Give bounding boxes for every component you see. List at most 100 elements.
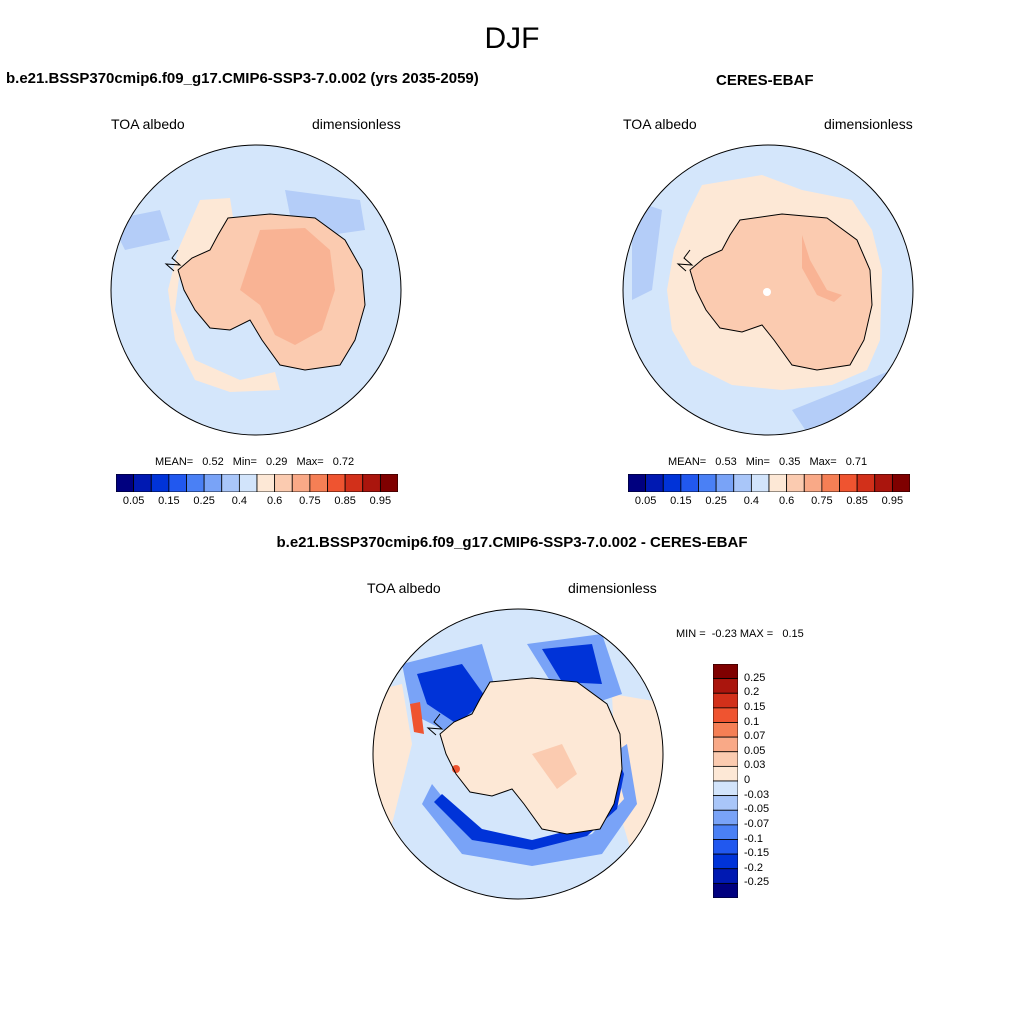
colorbar-swatch [713,692,738,709]
map-region [168,198,280,392]
colorbar-swatch [713,882,738,898]
panel2-polar-map [622,144,914,436]
colorbar-tick-label: 0.2 [744,686,760,699]
panel2-min-label: Min= [745,456,770,468]
colorbar-swatch [168,474,187,492]
colorbar-tick-label: -0.25 [744,876,770,889]
panel2-max-label: Max= [809,456,837,468]
colorbar-tick-label: 0.4 [231,495,248,507]
colorbar-tick-label: 0.25 [744,671,766,684]
colorbar-swatch [713,824,738,840]
colorbar-tick-label: 0.85 [846,495,868,507]
colorbar-tick-label: 0.85 [334,495,356,507]
panel3-colorbar [713,664,738,898]
colorbar-swatch [133,474,152,492]
panel1-units-label: dimensionless [312,116,401,132]
panel1-mean-value: 0.52 [202,456,224,468]
panel1-title: b.e21.BSSP370cmip6.f09_g17.CMIP6-SSP3-7.… [6,70,479,87]
figure-title: DJF [484,22,540,55]
panel1-variable-label: TOA albedo [111,116,185,132]
colorbar-tick-label: -0.2 [744,861,763,874]
colorbar-tick-label: -0.1 [744,832,763,845]
colorbar-swatch [662,474,682,492]
colorbar-swatch [274,474,293,492]
colorbar-tick-label: 0.15 [158,495,180,507]
panel2-mean-value: 0.53 [715,456,737,468]
colorbar-tick-label: 0.07 [744,730,766,743]
colorbar-swatch [786,474,805,492]
coastline [426,713,444,736]
colorbar-swatch [379,474,398,492]
colorbar-swatch [713,780,738,797]
colorbar-tick-label: 0.95 [881,495,904,507]
map-region [285,190,365,235]
colorbar-swatch [680,474,699,492]
coastline [164,249,182,272]
colorbar-swatch [698,474,717,492]
map-region [542,644,602,684]
panel2-min-value: 0.35 [778,456,801,468]
colorbar-swatch [186,474,205,492]
panel1-max-value: 0.72 [332,456,355,468]
colorbar-swatch [713,795,738,811]
colorbar-tick-label: 0.05 [744,744,766,757]
colorbar-tick-label: 0.75 [299,495,321,507]
panel1-colorbar [116,474,398,492]
colorbar-swatch [713,765,738,782]
colorbar-swatch [116,474,135,492]
map-region [690,214,872,370]
colorbar-swatch [327,474,346,492]
colorbar-swatch [713,868,738,884]
colorbar-tick-label: 0.05 [122,495,145,507]
panel1-stats: MEAN= 0.52 Min= 0.29 Max= 0.72 [155,456,354,468]
colorbar-swatch [733,474,752,492]
colorbar-swatch [713,809,738,826]
map-region [440,678,622,834]
colorbar-tick-label: 0.6 [778,495,795,507]
panel3-polar-map [372,608,664,900]
colorbar-tick-label: 0.75 [811,495,833,507]
panel2-stats: MEAN= 0.53 Min= 0.35 Max= 0.71 [668,456,867,468]
coastline [676,249,694,272]
map-region [417,664,487,724]
map-region [802,235,842,302]
colorbar-swatch [256,474,276,492]
colorbar-swatch [713,722,738,738]
colorbar-tick-label: 0.05 [634,495,657,507]
colorbar-swatch [768,474,788,492]
colorbar-tick-label: 0.4 [743,495,760,507]
panel3-units-label: dimensionless [568,580,657,596]
colorbar-swatch [221,474,240,492]
panel1-colorbar-ticks: 0.05 0.15 0.25 0.4 0.6 0.75 0.85 0.95 [116,495,398,511]
map-region [410,702,424,734]
colorbar-swatch [715,474,735,492]
colorbar-tick-label: -0.07 [744,817,770,830]
colorbar-swatch [713,751,738,767]
colorbar-tick-label: 0.1 [744,715,760,728]
colorbar-tick-label: 0.6 [266,495,283,507]
panel2-colorbar-ticks: 0.05 0.15 0.25 0.4 0.6 0.75 0.85 0.95 [628,495,910,511]
colorbar-tick-label: -0.03 [744,788,770,801]
coastline [689,213,873,371]
colorbar-tick-label: 0.95 [369,495,392,507]
colorbar-swatch [291,474,311,492]
colorbar-tick-label: 0.03 [744,759,766,772]
colorbar-tick-label: 0.25 [705,495,727,507]
colorbar-swatch [713,678,738,694]
colorbar-tick-label: 0 [744,774,751,786]
colorbar-swatch [713,707,738,723]
colorbar-tick-label: -0.05 [744,803,770,816]
colorbar-swatch [713,853,738,870]
panel2-mean-label: MEAN= [668,456,707,468]
colorbar-swatch [750,474,770,492]
panel1-min-value: 0.29 [265,456,288,468]
panel1-polar-map [110,144,402,436]
colorbar-swatch [344,474,364,492]
colorbar-swatch [309,474,328,492]
colorbar-swatch [856,474,876,492]
colorbar-swatch [803,474,823,492]
panel1-min-label: Min= [232,456,257,468]
panel1-max-label: Max= [296,456,324,468]
panel1-mean-label: MEAN= [155,456,194,468]
colorbar-tick-label: 0.15 [670,495,692,507]
